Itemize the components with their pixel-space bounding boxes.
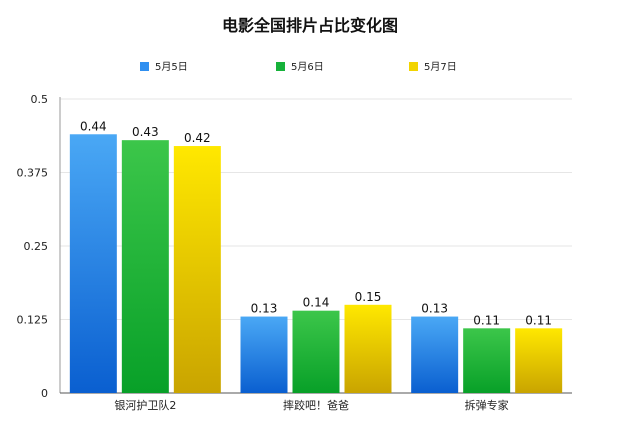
bar bbox=[515, 328, 563, 393]
legend-item-may7: 5月7日 bbox=[409, 58, 457, 73]
bar bbox=[463, 328, 511, 393]
legend-swatch-may6 bbox=[276, 62, 285, 71]
y-tick-label: 0.5 bbox=[31, 93, 49, 106]
y-tick-label: 0.25 bbox=[24, 240, 49, 253]
x-category-label: 银河护卫队2 bbox=[114, 398, 176, 412]
chart-title: 电影全国排片占比变化图 bbox=[221, 16, 398, 35]
data-label: 0.44 bbox=[80, 119, 107, 133]
bar bbox=[292, 310, 340, 393]
data-label: 0.13 bbox=[421, 302, 448, 316]
bar bbox=[173, 146, 221, 393]
data-label: 0.11 bbox=[473, 313, 500, 327]
data-label: 0.15 bbox=[355, 290, 382, 304]
legend-swatch-may7 bbox=[409, 62, 418, 71]
y-tick-label: 0.375 bbox=[17, 167, 49, 180]
bar bbox=[411, 316, 459, 393]
data-label: 0.43 bbox=[132, 125, 159, 139]
y-tick-label: 0.125 bbox=[17, 314, 49, 327]
bar bbox=[69, 134, 117, 393]
bar bbox=[121, 140, 169, 393]
legend-label-may6: 5月6日 bbox=[291, 62, 324, 73]
legend-swatch-may5 bbox=[140, 62, 149, 71]
x-category-label: 拆弹专家 bbox=[465, 398, 509, 412]
x-category-label: 摔跤吧！爸爸 bbox=[283, 398, 349, 412]
bar bbox=[344, 304, 392, 393]
data-label: 0.11 bbox=[525, 313, 552, 327]
legend-label-may5: 5月5日 bbox=[155, 62, 188, 73]
y-tick-label: 0 bbox=[41, 387, 48, 400]
legend-item-may5: 5月5日 bbox=[140, 58, 188, 73]
legend-label-may7: 5月7日 bbox=[424, 62, 457, 73]
legend-item-may6: 5月6日 bbox=[276, 58, 324, 73]
data-label: 0.13 bbox=[251, 302, 278, 316]
data-label: 0.14 bbox=[303, 296, 330, 310]
data-label: 0.42 bbox=[184, 131, 211, 145]
bar bbox=[240, 316, 288, 393]
